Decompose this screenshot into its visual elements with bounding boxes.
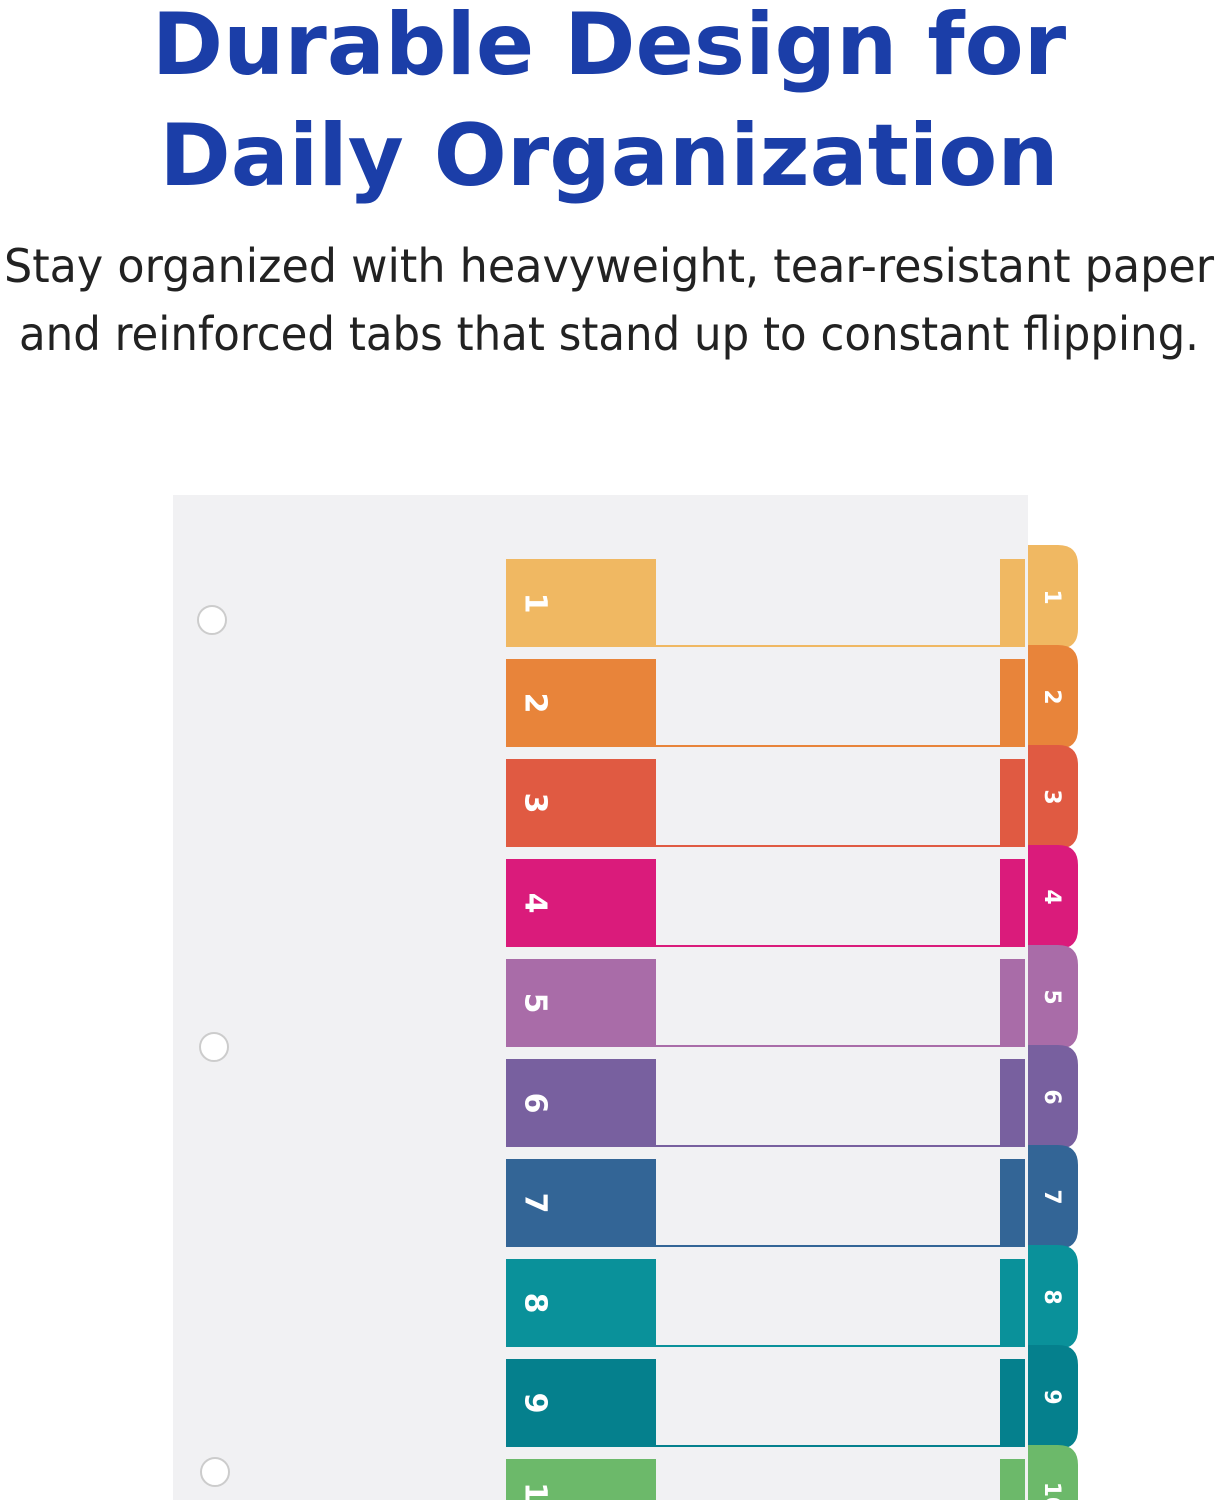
row-strip <box>1000 1459 1025 1500</box>
tab-number: 6 <box>1039 1089 1064 1104</box>
band-number: 8 <box>518 1293 553 1314</box>
row-strip <box>1000 859 1025 947</box>
row-band <box>506 859 656 947</box>
tab-number: 1 <box>1039 589 1064 604</box>
tab-number: 4 <box>1039 889 1064 904</box>
row-strip <box>1000 559 1025 647</box>
row-band <box>506 559 656 647</box>
title-line: Durable Design for <box>152 0 1067 95</box>
band-number: 10 <box>518 1482 553 1500</box>
side-tab <box>1028 1145 1078 1249</box>
row-band <box>506 1359 656 1447</box>
band-number: 9 <box>518 1393 553 1414</box>
band-number: 7 <box>518 1193 553 1214</box>
side-tab <box>1028 1445 1078 1500</box>
band-number: 1 <box>518 593 553 614</box>
row-band <box>506 759 656 847</box>
side-tab <box>1028 645 1078 749</box>
row-band <box>506 1059 656 1147</box>
tab-number: 3 <box>1039 789 1064 804</box>
row-band <box>506 959 656 1047</box>
punch-hole <box>197 605 227 635</box>
tab-number: 8 <box>1039 1289 1064 1304</box>
punch-hole <box>199 1032 229 1062</box>
row-strip <box>1000 1359 1025 1447</box>
side-tab <box>1028 545 1078 649</box>
row-strip <box>1000 659 1025 747</box>
row-strip <box>1000 1259 1025 1347</box>
side-tab <box>1028 745 1078 849</box>
band-number: 3 <box>518 793 553 814</box>
tab-number: 2 <box>1039 689 1064 704</box>
band-number: 6 <box>518 1093 553 1114</box>
tab-number: 9 <box>1039 1389 1064 1404</box>
band-number: 2 <box>518 693 553 714</box>
punch-hole <box>200 1457 230 1487</box>
row-strip <box>1000 759 1025 847</box>
description-line: and reinforced tabs that stand up to con… <box>19 307 1199 361</box>
side-tab <box>1028 1245 1078 1349</box>
tab-number: 10 <box>1039 1482 1064 1500</box>
row-strip <box>1000 959 1025 1047</box>
tab-number: 7 <box>1039 1189 1064 1204</box>
row-band <box>506 1259 656 1347</box>
title-line: Daily Organization <box>159 106 1058 206</box>
side-tab <box>1028 1045 1078 1149</box>
band-number: 5 <box>518 993 553 1014</box>
row-strip <box>1000 1159 1025 1247</box>
band-number: 4 <box>518 893 553 914</box>
tab-number: 5 <box>1039 989 1064 1004</box>
row-band <box>506 659 656 747</box>
row-band <box>506 1159 656 1247</box>
side-tab <box>1028 1345 1078 1449</box>
row-strip <box>1000 1059 1025 1147</box>
description-line: Stay organized with heavyweight, tear-re… <box>4 239 1214 293</box>
side-tab <box>1028 945 1078 1049</box>
row-band <box>506 1459 656 1500</box>
side-tab <box>1028 845 1078 949</box>
